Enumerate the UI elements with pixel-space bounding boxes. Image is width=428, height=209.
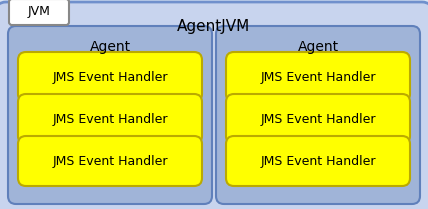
Text: Agent: Agent <box>297 40 339 54</box>
Text: JMS Event Handler: JMS Event Handler <box>260 70 376 84</box>
FancyBboxPatch shape <box>18 52 202 102</box>
FancyBboxPatch shape <box>18 136 202 186</box>
Text: Agent: Agent <box>89 40 131 54</box>
FancyBboxPatch shape <box>18 94 202 144</box>
Text: AgentJVM: AgentJVM <box>177 19 251 34</box>
FancyBboxPatch shape <box>226 52 410 102</box>
FancyBboxPatch shape <box>216 26 420 204</box>
FancyBboxPatch shape <box>226 94 410 144</box>
Text: JMS Event Handler: JMS Event Handler <box>260 112 376 125</box>
FancyBboxPatch shape <box>9 0 69 25</box>
Text: JVM: JVM <box>27 5 51 19</box>
Text: JMS Event Handler: JMS Event Handler <box>52 70 168 84</box>
FancyBboxPatch shape <box>226 136 410 186</box>
FancyBboxPatch shape <box>8 26 212 204</box>
Text: JMS Event Handler: JMS Event Handler <box>52 112 168 125</box>
Text: JMS Event Handler: JMS Event Handler <box>260 154 376 167</box>
Text: JMS Event Handler: JMS Event Handler <box>52 154 168 167</box>
